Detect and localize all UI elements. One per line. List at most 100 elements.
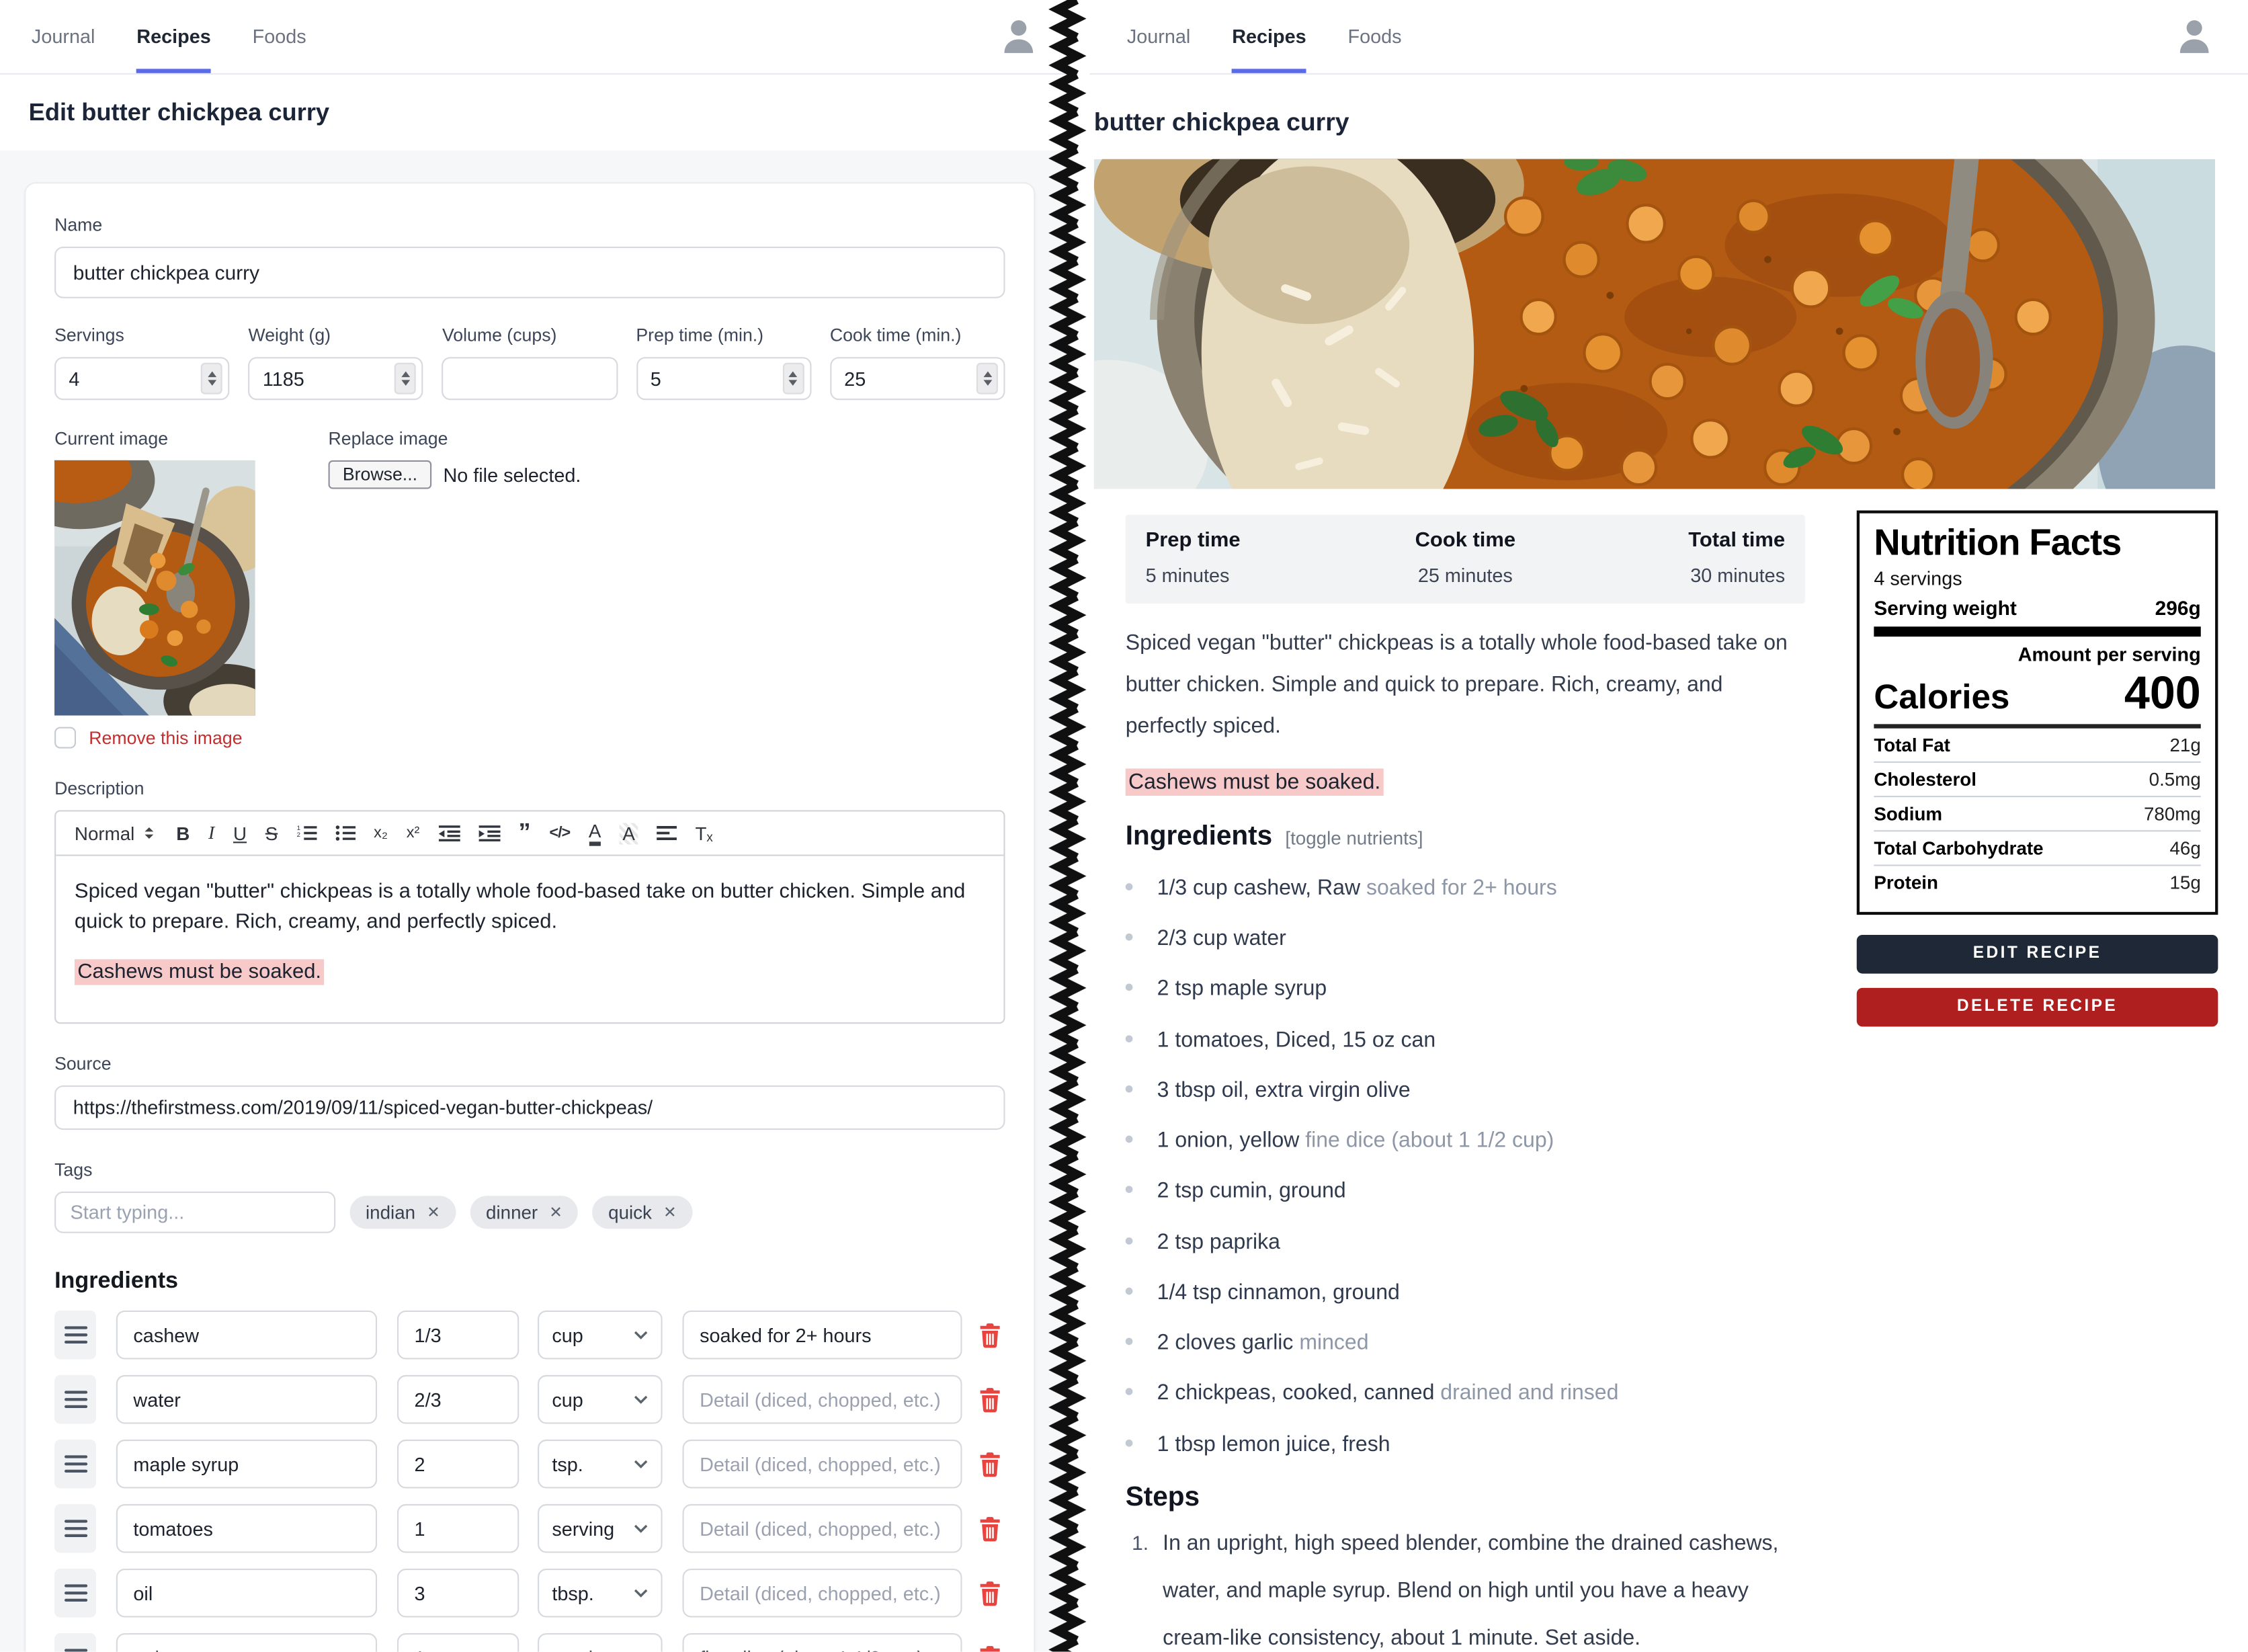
unit-select[interactable]: serving <box>538 1503 663 1553</box>
toggle-nutrients-link[interactable]: [toggle nutrients] <box>1285 827 1423 849</box>
delete-ingredient-icon[interactable] <box>978 1644 1002 1652</box>
delete-ingredient-icon[interactable] <box>978 1386 1002 1413</box>
list-item: 2/3 cup water <box>1125 926 1805 953</box>
indent-button[interactable] <box>478 825 500 842</box>
nav-journal[interactable]: Journal <box>1126 26 1191 48</box>
unit-select[interactable]: tsp. <box>538 1439 663 1489</box>
list-item: 1/4 tsp cinnamon, ground <box>1125 1280 1805 1307</box>
drag-handle-icon[interactable] <box>54 1310 96 1360</box>
ingredient-qty-input[interactable] <box>397 1439 519 1489</box>
cook-time-input[interactable] <box>829 357 1005 401</box>
subscript-button[interactable]: x₂ <box>374 824 388 842</box>
outdent-button[interactable] <box>438 825 460 842</box>
italic-button[interactable]: I <box>208 821 215 843</box>
unit-select[interactable]: cup <box>538 1310 663 1360</box>
delete-ingredient-icon[interactable] <box>978 1321 1002 1349</box>
ingredient-qty-input[interactable] <box>397 1310 519 1360</box>
nav-recipes[interactable]: Recipes <box>1232 0 1306 73</box>
recipe-description: Spiced vegan "butter" chickpeas is a tot… <box>1125 630 1788 739</box>
code-block-button[interactable]: </> <box>549 824 571 842</box>
spinner-icon[interactable] <box>394 362 417 395</box>
nutrition-row: Cholesterol 0.5mg <box>1874 762 2201 797</box>
tag-pill[interactable]: dinner ✕ <box>470 1196 579 1229</box>
ingredient-name-input[interactable] <box>116 1633 378 1652</box>
superscript-button[interactable]: x² <box>406 824 420 842</box>
nav-foods[interactable]: Foods <box>252 26 306 48</box>
align-button[interactable] <box>656 825 677 842</box>
source-input[interactable] <box>54 1085 1005 1130</box>
serving-weight-row: Serving weight 296g <box>1874 595 2201 620</box>
nutrition-row: Protein 15g <box>1874 872 2201 894</box>
calories-row: Calories 400 <box>1874 666 2201 718</box>
list-item: 2 tsp cumin, ground <box>1125 1179 1805 1206</box>
delete-recipe-button[interactable]: DELETE RECIPE <box>1856 987 2218 1027</box>
drag-handle-icon[interactable] <box>54 1439 96 1489</box>
ingredient-name-input[interactable] <box>116 1374 378 1424</box>
delete-ingredient-icon[interactable] <box>978 1579 1002 1607</box>
bold-button[interactable]: B <box>176 822 190 844</box>
remove-image-checkbox[interactable] <box>54 727 77 749</box>
spinner-icon[interactable] <box>201 362 223 395</box>
spinner-icon[interactable] <box>976 362 998 395</box>
name-input[interactable] <box>54 246 1005 298</box>
tag-pill[interactable]: quick ✕ <box>592 1196 693 1229</box>
ingredient-qty-input[interactable] <box>397 1503 519 1553</box>
remove-tag-icon[interactable]: ✕ <box>549 1204 563 1222</box>
strikethrough-button[interactable]: S <box>265 822 278 844</box>
list-item: 2 tsp maple syrup <box>1125 977 1805 1004</box>
drag-handle-icon[interactable] <box>54 1503 96 1553</box>
ingredient-detail-input[interactable] <box>682 1568 962 1618</box>
weight-input[interactable] <box>248 357 424 401</box>
nav-journal[interactable]: Journal <box>31 26 95 48</box>
spinner-icon[interactable] <box>782 362 804 395</box>
ingredient-name-input[interactable] <box>116 1310 378 1360</box>
text-color-button[interactable]: A <box>588 821 601 845</box>
chevron-down-icon <box>634 1395 648 1404</box>
nav-recipes[interactable]: Recipes <box>136 0 211 73</box>
tags-input[interactable] <box>54 1191 336 1233</box>
ingredient-detail-input[interactable] <box>682 1633 962 1652</box>
tag-pill[interactable]: indian ✕ <box>349 1196 456 1229</box>
prep-time-block: Prep time 5 minutes <box>1146 529 1359 586</box>
remove-image-label[interactable]: Remove this image <box>89 727 243 748</box>
remove-tag-icon[interactable]: ✕ <box>427 1204 440 1222</box>
ingredient-detail-input[interactable] <box>682 1310 962 1360</box>
clear-format-button[interactable]: Tₓ <box>695 822 713 844</box>
unit-select[interactable]: serving <box>538 1633 663 1652</box>
ingredient-name-input[interactable] <box>116 1568 378 1618</box>
replace-image-label: Replace image <box>328 428 448 449</box>
ingredient-qty-input[interactable] <box>397 1568 519 1618</box>
bullet-list-button[interactable] <box>335 825 356 842</box>
delete-ingredient-icon[interactable] <box>978 1450 1002 1478</box>
style-dropdown[interactable]: Normal <box>75 823 154 844</box>
total-time-block: Total time 30 minutes <box>1572 529 1785 586</box>
description-editor-body[interactable]: Spiced vegan "butter" chickpeas is a tot… <box>56 856 1003 1022</box>
unit-select[interactable]: tbsp. <box>538 1568 663 1618</box>
unit-select[interactable]: cup <box>538 1374 663 1424</box>
nav-foods[interactable]: Foods <box>1347 26 1402 48</box>
browse-button[interactable]: Browse... <box>328 460 432 489</box>
ingredient-detail-input[interactable] <box>682 1439 962 1489</box>
ingredient-detail-input[interactable] <box>682 1374 962 1424</box>
ingredient-name-input[interactable] <box>116 1439 378 1489</box>
user-avatar-icon[interactable] <box>2173 15 2215 57</box>
underline-button[interactable]: U <box>233 822 247 844</box>
ingredient-qty-input[interactable] <box>397 1374 519 1424</box>
ingredient-detail-input[interactable] <box>682 1503 962 1553</box>
drag-handle-icon[interactable] <box>54 1374 96 1424</box>
ingredient-name-input[interactable] <box>116 1503 378 1553</box>
volume-input[interactable] <box>442 357 618 401</box>
ingredient-qty-input[interactable] <box>397 1633 519 1652</box>
delete-ingredient-icon[interactable] <box>978 1515 1002 1542</box>
drag-handle-icon[interactable] <box>54 1633 96 1652</box>
highlight-color-button[interactable]: A <box>620 822 638 844</box>
blockquote-button[interactable]: ” <box>518 819 531 846</box>
drag-handle-icon[interactable] <box>54 1568 96 1618</box>
remove-tag-icon[interactable]: ✕ <box>663 1204 677 1222</box>
prep-time-input[interactable] <box>636 357 812 401</box>
user-avatar-icon[interactable] <box>998 15 1040 57</box>
page-header: Edit butter chickpea curry <box>0 74 1067 151</box>
servings-input[interactable] <box>54 357 230 401</box>
edit-recipe-button[interactable]: EDIT RECIPE <box>1856 934 2218 974</box>
